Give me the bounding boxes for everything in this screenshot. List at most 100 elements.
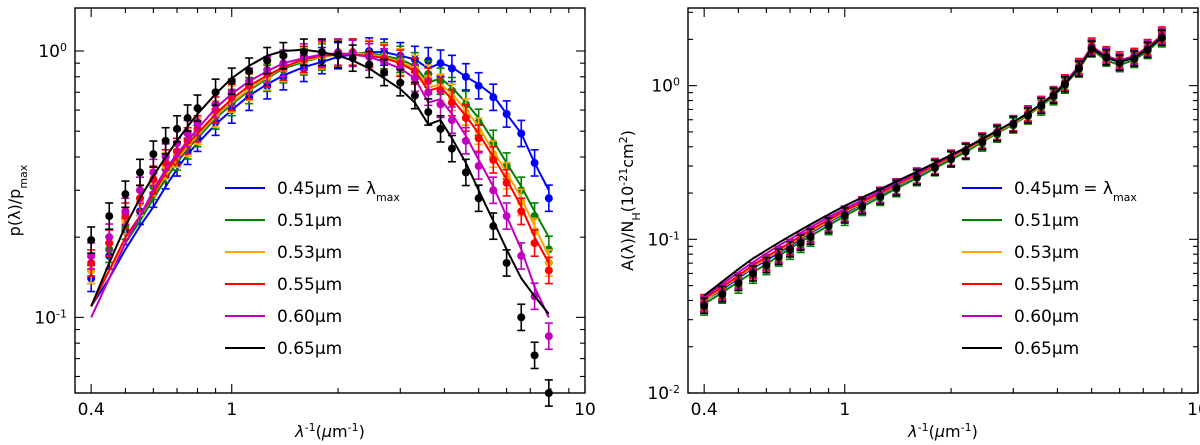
label-part: cm [618, 143, 637, 167]
legend-label: 0.65μm [1014, 339, 1079, 359]
label-part: (10 [618, 186, 637, 213]
data-point [1102, 53, 1111, 62]
data-point [1157, 33, 1166, 42]
legend-label: 0.53μm [1014, 243, 1079, 263]
tick-base: 10 [651, 77, 673, 97]
data-point [263, 56, 272, 65]
data-point [136, 186, 145, 195]
tick-base: 10 [34, 308, 56, 328]
data-point [474, 194, 483, 203]
label-part: ) [972, 422, 978, 441]
legend-entry: 0.65μm [1014, 339, 1079, 359]
data-point [978, 137, 987, 146]
data-point [105, 233, 114, 242]
data-point [121, 190, 130, 199]
label-part: max [17, 164, 30, 188]
data-point [436, 100, 445, 109]
legend-entry: 0.65μm [277, 339, 342, 359]
data-point [762, 261, 771, 270]
legend-entry: 0.45μm = λmax [277, 179, 400, 204]
data-point [530, 239, 539, 248]
label-part: -21 [617, 168, 630, 186]
label-part: p( [5, 220, 24, 236]
tick-base: 10 [647, 384, 669, 404]
label-part: λ [5, 210, 24, 219]
label-part: ( [316, 422, 322, 441]
data-point [858, 202, 867, 211]
data-point [1023, 111, 1032, 120]
data-point [279, 51, 288, 60]
data-point [183, 114, 192, 123]
data-point [930, 163, 939, 172]
data-point [1143, 45, 1152, 54]
data-point [447, 116, 456, 125]
data-point [334, 50, 343, 59]
data-point [299, 48, 308, 57]
label-part: ) [618, 130, 637, 136]
x-axis-label: λ-1(μm-1) [294, 421, 365, 442]
data-point [544, 332, 553, 341]
x-tick-label: 0.4 [78, 400, 105, 420]
label-part: λ [618, 244, 637, 253]
label-part: m [332, 422, 348, 441]
label-part: )/N [618, 221, 637, 245]
tick-exponent: -2 [669, 383, 680, 396]
data-point [461, 114, 470, 123]
label-part: ( [929, 422, 935, 441]
data-point [961, 147, 970, 156]
data-point [461, 72, 470, 81]
data-point [544, 194, 553, 203]
label-part: μ [934, 422, 945, 441]
data-point [502, 109, 511, 118]
data-point [530, 158, 539, 167]
y-axis-label: A(λ)/NH(10-21cm2) [617, 130, 643, 271]
data-point [105, 212, 114, 221]
series-0.65m-group [87, 38, 553, 407]
legend-suffix: = λ [1083, 179, 1113, 199]
data-point [489, 93, 498, 102]
data-point [544, 266, 553, 275]
data-point [348, 54, 357, 63]
data-point [517, 251, 526, 260]
legend-label: 0.60μm [277, 307, 342, 327]
label-part: -1 [348, 421, 359, 434]
y-tick-label: 10-2 [647, 383, 680, 405]
data-point [1009, 120, 1018, 129]
legend-entry: 0.45μm = λmax [1014, 179, 1137, 204]
legend-entry: 0.60μm [277, 307, 342, 327]
y-tick-label: 10-1 [647, 229, 680, 251]
y-tick-label: 10-1 [34, 307, 67, 329]
series-0.60m-group [87, 38, 553, 351]
label-part: 2 [617, 136, 630, 143]
data-point [245, 67, 254, 76]
data-point [424, 88, 433, 97]
legend-suffix-sub: max [1113, 191, 1137, 204]
label-part: A( [618, 254, 637, 271]
label-part: -1 [305, 421, 316, 434]
plot-frame [687, 7, 1199, 394]
data-point [700, 301, 709, 310]
label-part: -1 [918, 421, 929, 434]
data-point [317, 48, 326, 57]
legend-label: 0.45μm [277, 179, 342, 199]
legend-entry: 0.51μm [1014, 211, 1079, 231]
data-point [474, 162, 483, 171]
data-point [396, 64, 405, 73]
label-part: λ [907, 422, 917, 441]
data-point [436, 124, 445, 133]
label-part: H [630, 212, 643, 220]
data-point [396, 78, 405, 87]
data-point [161, 136, 170, 145]
data-point [410, 91, 419, 100]
legend-entry: 0.55μm [277, 275, 342, 295]
data-point [149, 150, 158, 159]
data-point [806, 232, 815, 241]
legend-label: 0.51μm [277, 211, 342, 231]
data-point [489, 186, 498, 195]
data-point [1115, 58, 1124, 67]
data-point [502, 258, 511, 267]
x-tick-label: 10 [574, 400, 596, 420]
tick-base: 10 [647, 230, 669, 250]
data-point [136, 168, 145, 177]
